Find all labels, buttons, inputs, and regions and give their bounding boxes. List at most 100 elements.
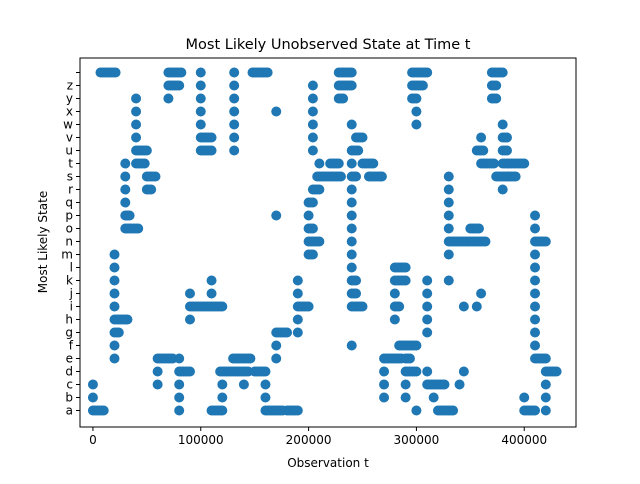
y-tick-label: s [67,170,73,184]
data-point [131,119,142,130]
data-point [471,301,482,312]
data-point [131,106,142,117]
y-tick-label: a [66,404,73,418]
data-point [530,301,541,312]
data-point [87,379,98,390]
data-point [229,132,240,143]
data-point [476,288,487,299]
data-point [195,93,206,104]
data-point [551,366,562,377]
data-point [394,301,405,312]
data-point [292,275,303,286]
data-point [540,379,551,390]
data-point [120,197,131,208]
data-point [109,249,120,260]
data-point [422,301,433,312]
data-point [184,314,195,325]
data-point [124,210,135,221]
data-point [351,288,362,299]
data-point [338,93,349,104]
data-point [443,197,454,208]
data-point [174,353,185,364]
data-point [131,93,142,104]
data-point [282,327,293,338]
data-point [206,132,217,143]
x-axis-label: Observation t [287,456,369,470]
data-point [530,340,541,351]
data-point [411,366,422,377]
data-point [422,67,433,78]
data-point [333,158,344,169]
data-point [497,184,508,195]
data-point [404,353,415,364]
data-point [184,288,195,299]
y-tick-label: y [66,92,73,106]
data-point [195,106,206,117]
data-point [439,379,450,390]
data-point [400,392,411,403]
data-point [411,93,422,104]
data-point [217,301,228,312]
data-point [133,223,144,234]
data-point [335,171,346,182]
data-point [307,132,318,143]
y-tick-label: z [67,79,73,93]
y-tick-label: f [69,339,74,353]
data-point [346,158,357,169]
data-point [443,223,454,234]
data-point [478,145,489,156]
data-point [346,249,357,260]
data-point [109,353,120,364]
y-tick-label: w [63,118,73,132]
y-tick-label: r [68,183,73,197]
data-point [229,119,240,130]
data-point [229,80,240,91]
data-point [422,327,433,338]
data-point [530,288,541,299]
data-point [353,145,364,156]
data-point [307,93,318,104]
chart-title: Most Likely Unobserved State at Time t [186,37,471,53]
y-tick-label: i [70,300,73,314]
data-point [307,106,318,117]
x-axis-ticks: 0 100000 200000 300000 400000 [89,427,547,447]
data-point [346,262,357,273]
y-tick-label: g [65,326,73,340]
data-point [491,80,502,91]
data-point [195,80,206,91]
data-point [346,340,357,351]
data-point [357,132,368,143]
data-point [109,340,120,351]
data-point [109,288,120,299]
data-point [238,379,249,390]
y-tick-label: m [61,248,73,262]
data-point [206,288,217,299]
data-point [530,275,541,286]
y-tick-label: p [65,209,73,223]
data-point [417,80,428,91]
data-point [307,223,318,234]
data-point [174,405,185,416]
x-tick-label: 200000 [286,433,332,447]
data-point [389,314,400,325]
data-point [443,249,454,260]
data-point [314,158,325,169]
data-point [229,67,240,78]
data-point [139,158,150,169]
data-point [307,80,318,91]
data-point [307,145,318,156]
data-point [120,184,131,195]
data-point [351,275,362,286]
data-point [346,119,357,130]
data-point [87,392,98,403]
data-point [271,210,282,221]
data-point [379,392,390,403]
y-tick-label: q [65,196,73,210]
data-point [303,210,314,221]
data-points [87,67,562,416]
data-point [368,158,379,169]
data-point [530,210,541,221]
y-tick-label: j [69,287,73,301]
data-point [519,158,530,169]
y-tick-label: e [66,352,73,366]
